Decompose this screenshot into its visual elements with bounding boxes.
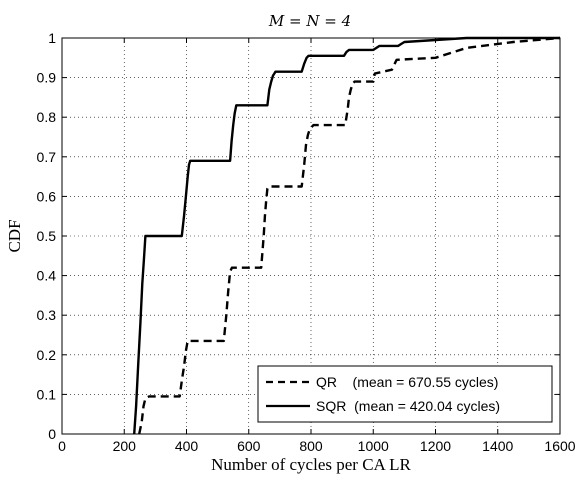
legend-box xyxy=(257,365,553,423)
x-axis-label: Number of cycles per CA LR xyxy=(211,455,411,474)
legend: QR (mean = 670.55 cycles) SQR (mean = 42… xyxy=(257,365,553,423)
x-tick-label: 1200 xyxy=(420,438,451,454)
y-tick-label: 1 xyxy=(48,30,56,46)
legend-label-sqr: SQR (mean = 420.04 cycles) xyxy=(316,398,500,414)
chart-title: M = N = 4 xyxy=(268,12,351,30)
y-tick-label: 0.1 xyxy=(37,386,57,402)
y-tick-label: 0.8 xyxy=(37,109,57,125)
x-tick-label: 1600 xyxy=(544,438,575,454)
x-tick-label: 1000 xyxy=(358,438,389,454)
axis-ticks: 0 200 400 600 800 1000 1200 1400 1600 0 0.1 0.2 0.3 0… xyxy=(37,30,576,454)
x-tick-label: 400 xyxy=(175,438,199,454)
y-tick-label: 0.3 xyxy=(37,307,57,323)
y-tick-label: 0.9 xyxy=(37,70,57,86)
x-tick-label: 1400 xyxy=(482,438,513,454)
y-tick-label: 0 xyxy=(48,426,56,442)
x-tick-label: 200 xyxy=(113,438,137,454)
y-tick-label: 0.4 xyxy=(37,268,57,284)
x-tick-label: 800 xyxy=(299,438,323,454)
series-group xyxy=(133,36,561,435)
y-axis-label: CDF xyxy=(5,219,24,252)
x-tick-label: 600 xyxy=(237,438,261,454)
y-tick-label: 0.7 xyxy=(37,149,57,165)
y-tick-label: 0.5 xyxy=(37,228,57,244)
series-line-sqr xyxy=(133,36,560,435)
y-tick-label: 0.2 xyxy=(37,347,57,363)
x-tick-label: 0 xyxy=(58,438,66,454)
y-tick-label: 0.6 xyxy=(37,188,57,204)
series-line-qr xyxy=(138,36,561,435)
legend-label-qr: QR (mean = 670.55 cycles) xyxy=(316,374,498,390)
